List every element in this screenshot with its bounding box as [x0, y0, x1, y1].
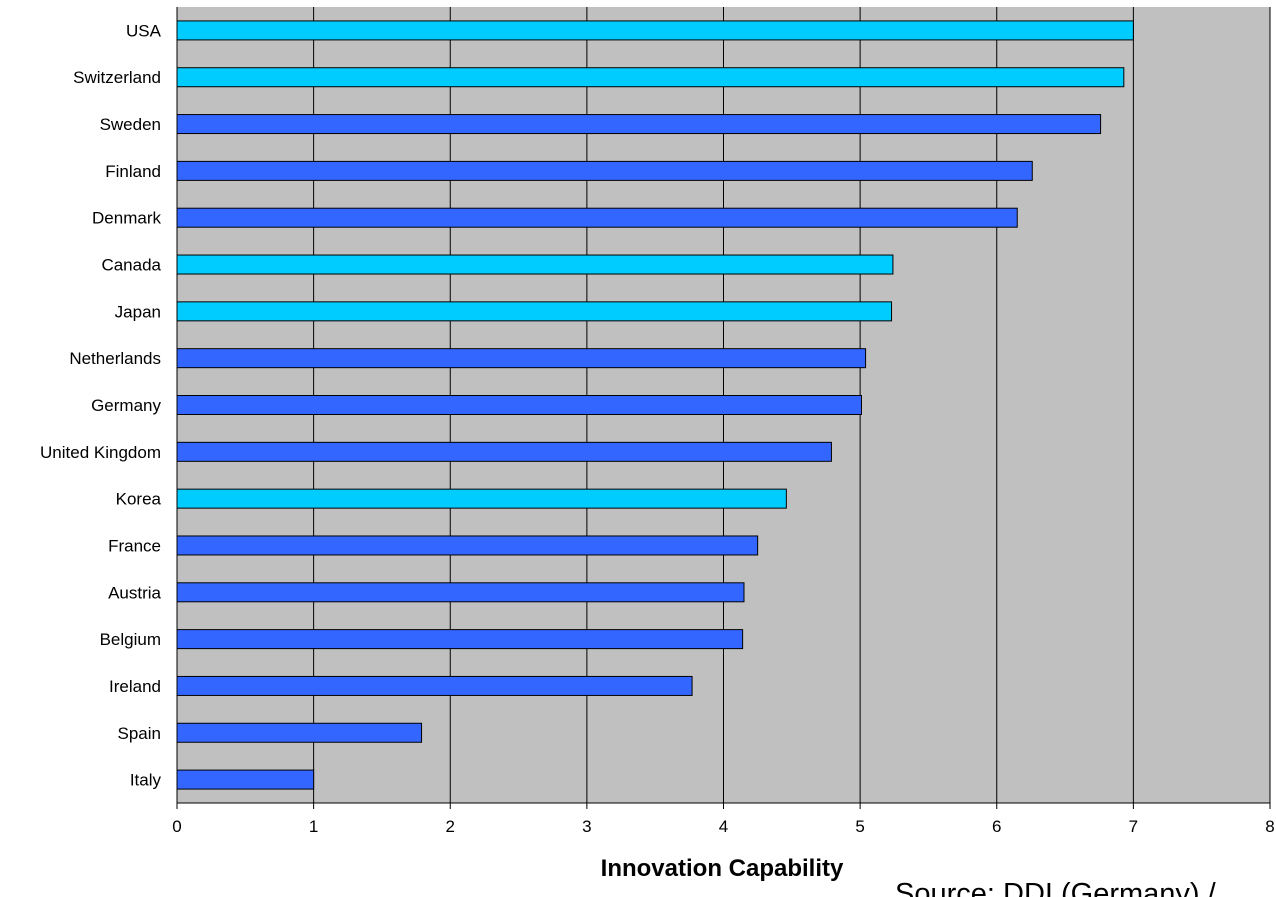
x-tick-label-5: 5 — [855, 817, 864, 836]
category-label-ireland: Ireland — [109, 677, 161, 696]
x-tick-labels: 0 1 2 3 4 5 6 7 8 — [172, 803, 1275, 836]
category-label-belgium: Belgium — [100, 630, 161, 649]
category-label-switzerland: Switzerland — [73, 68, 161, 87]
bar-belgium — [176, 629, 744, 650]
bar-sweden — [176, 114, 1102, 135]
x-axis-title: Innovation Capability — [601, 855, 844, 882]
category-label-united-kingdom: United Kingdom — [40, 443, 161, 462]
x-tick-label-2: 2 — [446, 817, 455, 836]
x-tick-label-0: 0 — [172, 817, 181, 836]
category-label-korea: Korea — [116, 490, 162, 509]
category-label-denmark: Denmark — [92, 209, 161, 228]
bar-korea — [176, 488, 787, 509]
bar-italy — [176, 769, 315, 790]
category-label-france: France — [108, 536, 161, 555]
bar-usa — [176, 20, 1134, 41]
category-label-netherlands: Netherlands — [69, 349, 161, 368]
category-label-germany: Germany — [91, 396, 161, 415]
category-label-japan: Japan — [115, 302, 161, 321]
category-label-canada: Canada — [101, 256, 161, 275]
category-label-italy: Italy — [130, 771, 162, 790]
bar-france — [176, 535, 759, 556]
x-tick-label-6: 6 — [992, 817, 1001, 836]
category-labels: USA Switzerland Sweden Finland Denmark Canada… — [40, 21, 162, 789]
bar-japan — [176, 301, 893, 322]
category-label-spain: Spain — [118, 724, 161, 743]
x-tick-label-1: 1 — [309, 817, 318, 836]
bar-united-kingdom — [176, 441, 832, 462]
x-tick-label-8: 8 — [1265, 817, 1274, 836]
category-label-sweden: Sweden — [100, 115, 161, 134]
x-tick-label-3: 3 — [582, 817, 591, 836]
bars — [176, 20, 1134, 790]
bar-finland — [176, 160, 1033, 181]
category-label-austria: Austria — [108, 583, 161, 602]
bar-spain — [176, 722, 423, 743]
bar-canada — [176, 254, 894, 275]
source-note: Source: DDI (Germany) / ... — [895, 878, 1248, 897]
bar-ireland — [176, 675, 693, 696]
bar-netherlands — [176, 348, 867, 369]
bar-austria — [176, 582, 745, 603]
x-tick-label-7: 7 — [1129, 817, 1138, 836]
category-label-usa: USA — [126, 21, 162, 40]
x-tick-label-4: 4 — [719, 817, 728, 836]
bar-germany — [176, 395, 862, 415]
category-label-finland: Finland — [105, 162, 161, 181]
bar-switzerland — [176, 67, 1125, 88]
bar-denmark — [176, 207, 1018, 228]
